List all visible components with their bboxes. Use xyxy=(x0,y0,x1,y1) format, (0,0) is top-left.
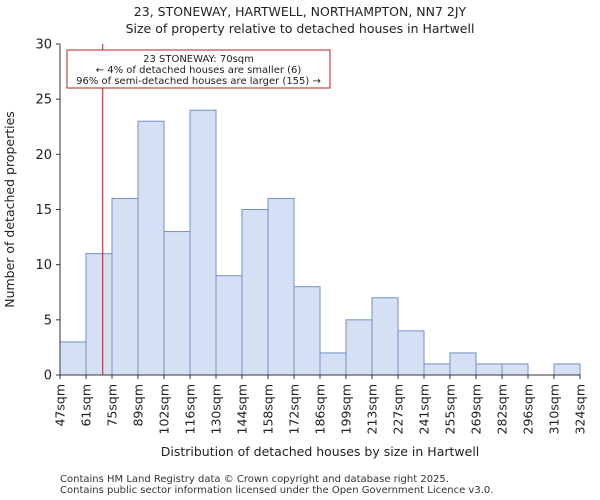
x-tick-label: 47sqm xyxy=(53,384,68,427)
y-tick-label: 10 xyxy=(35,258,52,273)
annotation-line-2: ← 4% of detached houses are smaller (6) xyxy=(96,65,302,76)
bar xyxy=(449,352,477,376)
bar xyxy=(163,231,191,376)
chart-subtitle: Size of property relative to detached ho… xyxy=(125,21,475,36)
y-tick-label: 5 xyxy=(44,313,52,328)
x-tick-label: 310sqm xyxy=(547,384,562,434)
bar xyxy=(85,253,113,376)
annotation-box xyxy=(66,49,331,89)
x-tick-label: 116sqm xyxy=(183,384,198,434)
x-tick-label: 144sqm xyxy=(235,384,250,434)
x-axis-label: Distribution of detached houses by size … xyxy=(161,444,480,459)
x-tick-label: 186sqm xyxy=(313,384,328,434)
bar xyxy=(345,319,373,376)
x-tick-label: 61sqm xyxy=(79,384,94,427)
x-tick-label: 324sqm xyxy=(573,384,588,434)
bar xyxy=(241,209,269,376)
chart-title: 23, STONEWAY, HARTWELL, NORTHAMPTON, NN7… xyxy=(133,4,467,19)
bar xyxy=(475,363,503,376)
bar xyxy=(501,363,529,376)
y-tick-label: 0 xyxy=(44,369,52,384)
annotation-line-1: 23 STONEWAY: 70sqm xyxy=(143,54,254,65)
bar xyxy=(189,109,217,376)
annotation-line-3: 96% of semi-detached houses are larger (… xyxy=(76,76,321,87)
bar xyxy=(371,297,399,376)
y-axis-label: Number of detached properties xyxy=(2,111,17,308)
x-tick-label: 158sqm xyxy=(261,384,276,434)
bar xyxy=(267,197,295,376)
y-tick-label: 30 xyxy=(35,38,52,53)
x-tick-label: 213sqm xyxy=(365,384,380,434)
bar xyxy=(137,120,165,376)
x-tick-label: 102sqm xyxy=(157,384,172,434)
x-tick-label: 227sqm xyxy=(391,384,406,434)
y-tick-label: 20 xyxy=(35,148,52,163)
x-tick-label: 89sqm xyxy=(131,384,146,427)
x-tick-label: 75sqm xyxy=(105,384,120,427)
footer-line-2: Contains public sector information licen… xyxy=(60,485,494,496)
x-tick-label: 296sqm xyxy=(521,384,536,434)
bar xyxy=(397,330,425,376)
x-tick-label: 172sqm xyxy=(287,384,302,434)
bar xyxy=(553,363,581,376)
footer-line-1: Contains HM Land Registry data © Crown c… xyxy=(60,474,449,485)
x-tick-label: 269sqm xyxy=(469,384,484,434)
x-tick-label: 199sqm xyxy=(339,384,354,434)
bar xyxy=(423,363,451,376)
bar xyxy=(111,197,139,376)
x-tick-label: 255sqm xyxy=(443,384,458,434)
bar xyxy=(293,286,321,376)
bar xyxy=(319,352,347,376)
x-tick-label: 130sqm xyxy=(209,384,224,434)
y-tick-label: 15 xyxy=(35,203,52,218)
bar xyxy=(215,275,243,376)
bar xyxy=(59,341,87,376)
x-tick-label: 282sqm xyxy=(495,384,510,434)
x-tick-label: 241sqm xyxy=(417,384,432,434)
y-tick-label: 25 xyxy=(35,93,52,108)
